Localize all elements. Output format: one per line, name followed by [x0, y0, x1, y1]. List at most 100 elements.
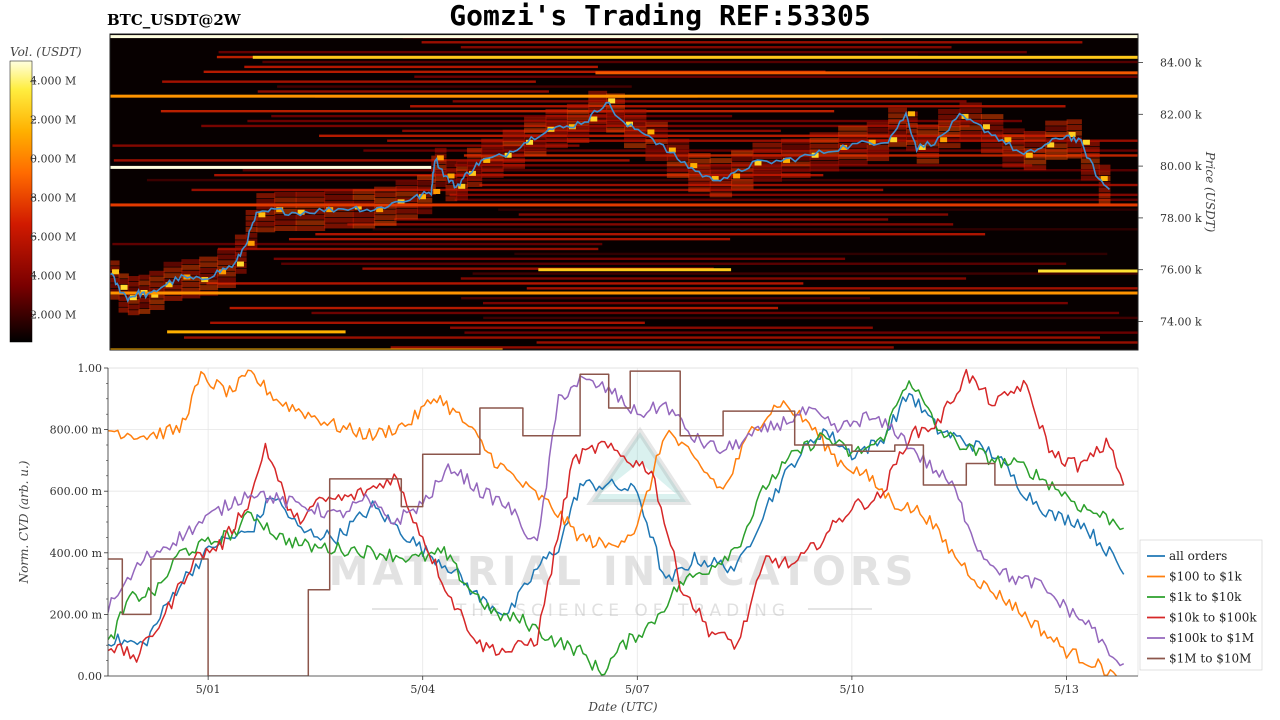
heatmap-cloud-cell	[295, 220, 326, 226]
heatmap-cloud-cell	[1002, 134, 1025, 140]
heatmap-cloud-cell	[666, 144, 690, 150]
heatmap-cloud-cell	[295, 197, 326, 203]
heatmap-cloud-cell	[905, 122, 918, 128]
heatmap-hot-cell	[961, 113, 969, 119]
heatmap-cloud-cell	[416, 174, 433, 180]
heatmap-streak	[394, 218, 889, 221]
heatmap-streak	[460, 46, 952, 49]
liquidity-level	[595, 71, 1138, 75]
heatmap-cloud-cell	[1023, 153, 1047, 159]
heatmap-cloud-cell	[566, 126, 590, 132]
cvd-x-axis: 5/01 5/04 5/07 5/10 5/13	[196, 676, 1079, 696]
heatmap-cloud-cell	[566, 103, 590, 109]
heatmap-streak	[450, 326, 873, 329]
heatmap-hot-cell	[647, 129, 655, 135]
liquidity-level	[1038, 269, 1138, 273]
heatmap-cloud-cell	[1066, 142, 1082, 148]
heatmap-cloud-cell	[916, 124, 940, 130]
heatmap-hot-cell	[868, 139, 876, 145]
heatmap-cloud-cell	[606, 104, 625, 110]
heatmap-streak	[372, 228, 1138, 231]
heatmap-cloud-cell	[466, 181, 483, 187]
liquidity-level	[110, 94, 1138, 98]
price-tick-label: 82.00 k	[1160, 108, 1202, 121]
heatmap-cloud-cell	[566, 115, 590, 121]
heatmap-cloud-cell	[938, 131, 961, 137]
heatmap-streak	[410, 105, 1066, 108]
heatmap-cloud-cell	[352, 212, 376, 218]
heatmap-cloud-cell	[502, 163, 526, 169]
heatmap-cloud-cell	[1098, 198, 1111, 204]
price-tick-label: 74.00 k	[1160, 316, 1202, 329]
heatmap-hot-cell	[1100, 176, 1108, 182]
heatmap-cloud-cell	[163, 284, 183, 290]
colorbar-tick-label: 6.000 M	[30, 231, 76, 244]
heatmap-cloud-cell	[545, 126, 568, 132]
heatmap-streak	[315, 233, 986, 236]
heatmap-hot-cell	[840, 144, 848, 150]
heatmap-cloud-cell	[138, 280, 151, 286]
legend: all orders $100 to $1k $1k to $10k $10k to …	[1139, 539, 1263, 671]
heatmap-hot-cell	[165, 282, 173, 288]
heatmap-cloud-cell	[731, 150, 754, 156]
heatmap-cloud-cell	[374, 186, 397, 192]
heatmap-hot-cell	[711, 176, 719, 182]
heatmap-streak	[277, 85, 632, 88]
heatmap-hot-cell	[690, 163, 698, 169]
heatmap-cloud-cell	[645, 150, 668, 156]
heatmap-price-line	[110, 101, 1110, 304]
heatmap-cloud-cell	[256, 227, 276, 233]
heatmap-cloud-cell	[588, 90, 608, 96]
heatmap-streak	[183, 336, 1101, 339]
heatmap-hot-cell	[626, 121, 633, 127]
heatmap-streak	[464, 331, 1138, 334]
heatmap-streak	[498, 208, 1138, 211]
heatmap-cloud-cell	[606, 127, 625, 133]
heatmap-streak	[483, 316, 1138, 320]
heatmap-cloud-cell	[110, 294, 120, 300]
heatmap-cloud-cell	[245, 215, 258, 221]
heatmap-cloud-cell	[445, 167, 458, 173]
liquidity-level	[110, 203, 1138, 207]
heatmap-cloud-cell	[110, 260, 120, 266]
heatmap-hot-cell	[590, 116, 598, 122]
legend-label: all orders	[1169, 549, 1227, 563]
heatmap-streak	[461, 296, 870, 300]
heatmap-cloud-cell	[959, 108, 982, 114]
heatmap-cloud-cell	[434, 181, 447, 187]
heatmap-cloud-cell	[1045, 154, 1068, 160]
heatmap-cloud-cell	[199, 267, 219, 273]
heatmap-cloud-cell	[163, 295, 183, 301]
heatmap-streak	[536, 341, 1138, 344]
heatmap-cloud-cell	[481, 150, 504, 156]
heatmap-streak	[362, 267, 714, 270]
heatmap-cloud-cell	[256, 221, 276, 227]
heatmap-cloud-cell	[374, 198, 397, 204]
heatmap-cloud-cell	[118, 296, 129, 302]
heatmap-cloud-cell	[1080, 164, 1100, 170]
price-tick-label: 80.00 k	[1160, 160, 1202, 173]
heatmap-cloud-cell	[980, 136, 1004, 142]
heatmap-cloud-cell	[434, 176, 447, 182]
heatmap-cloud-cell	[481, 161, 504, 167]
heatmap-cloud-cell	[481, 155, 504, 161]
cvd-y-axis: 0.00 200.00 m 400.00 m 600.00 m 800.00 m 1.00	[50, 362, 108, 683]
heatmap-streak	[229, 306, 779, 310]
heatmap-cloud-cell	[416, 197, 433, 203]
heatmap-streak	[217, 247, 599, 251]
heatmap-cloud-cell	[374, 209, 397, 215]
heatmap-cloud-cell	[731, 161, 754, 167]
heatmap-cloud-cell	[234, 268, 247, 274]
heatmap-cloud-cell	[838, 125, 868, 131]
heatmap-cloud-cell	[395, 197, 418, 203]
heatmap-cloud-cell	[110, 288, 120, 294]
heatmap-cloud-cell	[245, 209, 258, 215]
heatmap-cloud-cell	[545, 131, 568, 137]
heatmap-cloud-cell	[524, 122, 547, 128]
heatmap-cloud-cell	[1098, 193, 1111, 199]
heatmap-cloud-cell	[588, 113, 608, 119]
heatmap-cloud-cell	[545, 137, 568, 143]
heatmap-cloud-cell	[256, 198, 276, 204]
heatmap-cloud-cell	[416, 209, 433, 215]
liquidity-level	[110, 165, 432, 169]
